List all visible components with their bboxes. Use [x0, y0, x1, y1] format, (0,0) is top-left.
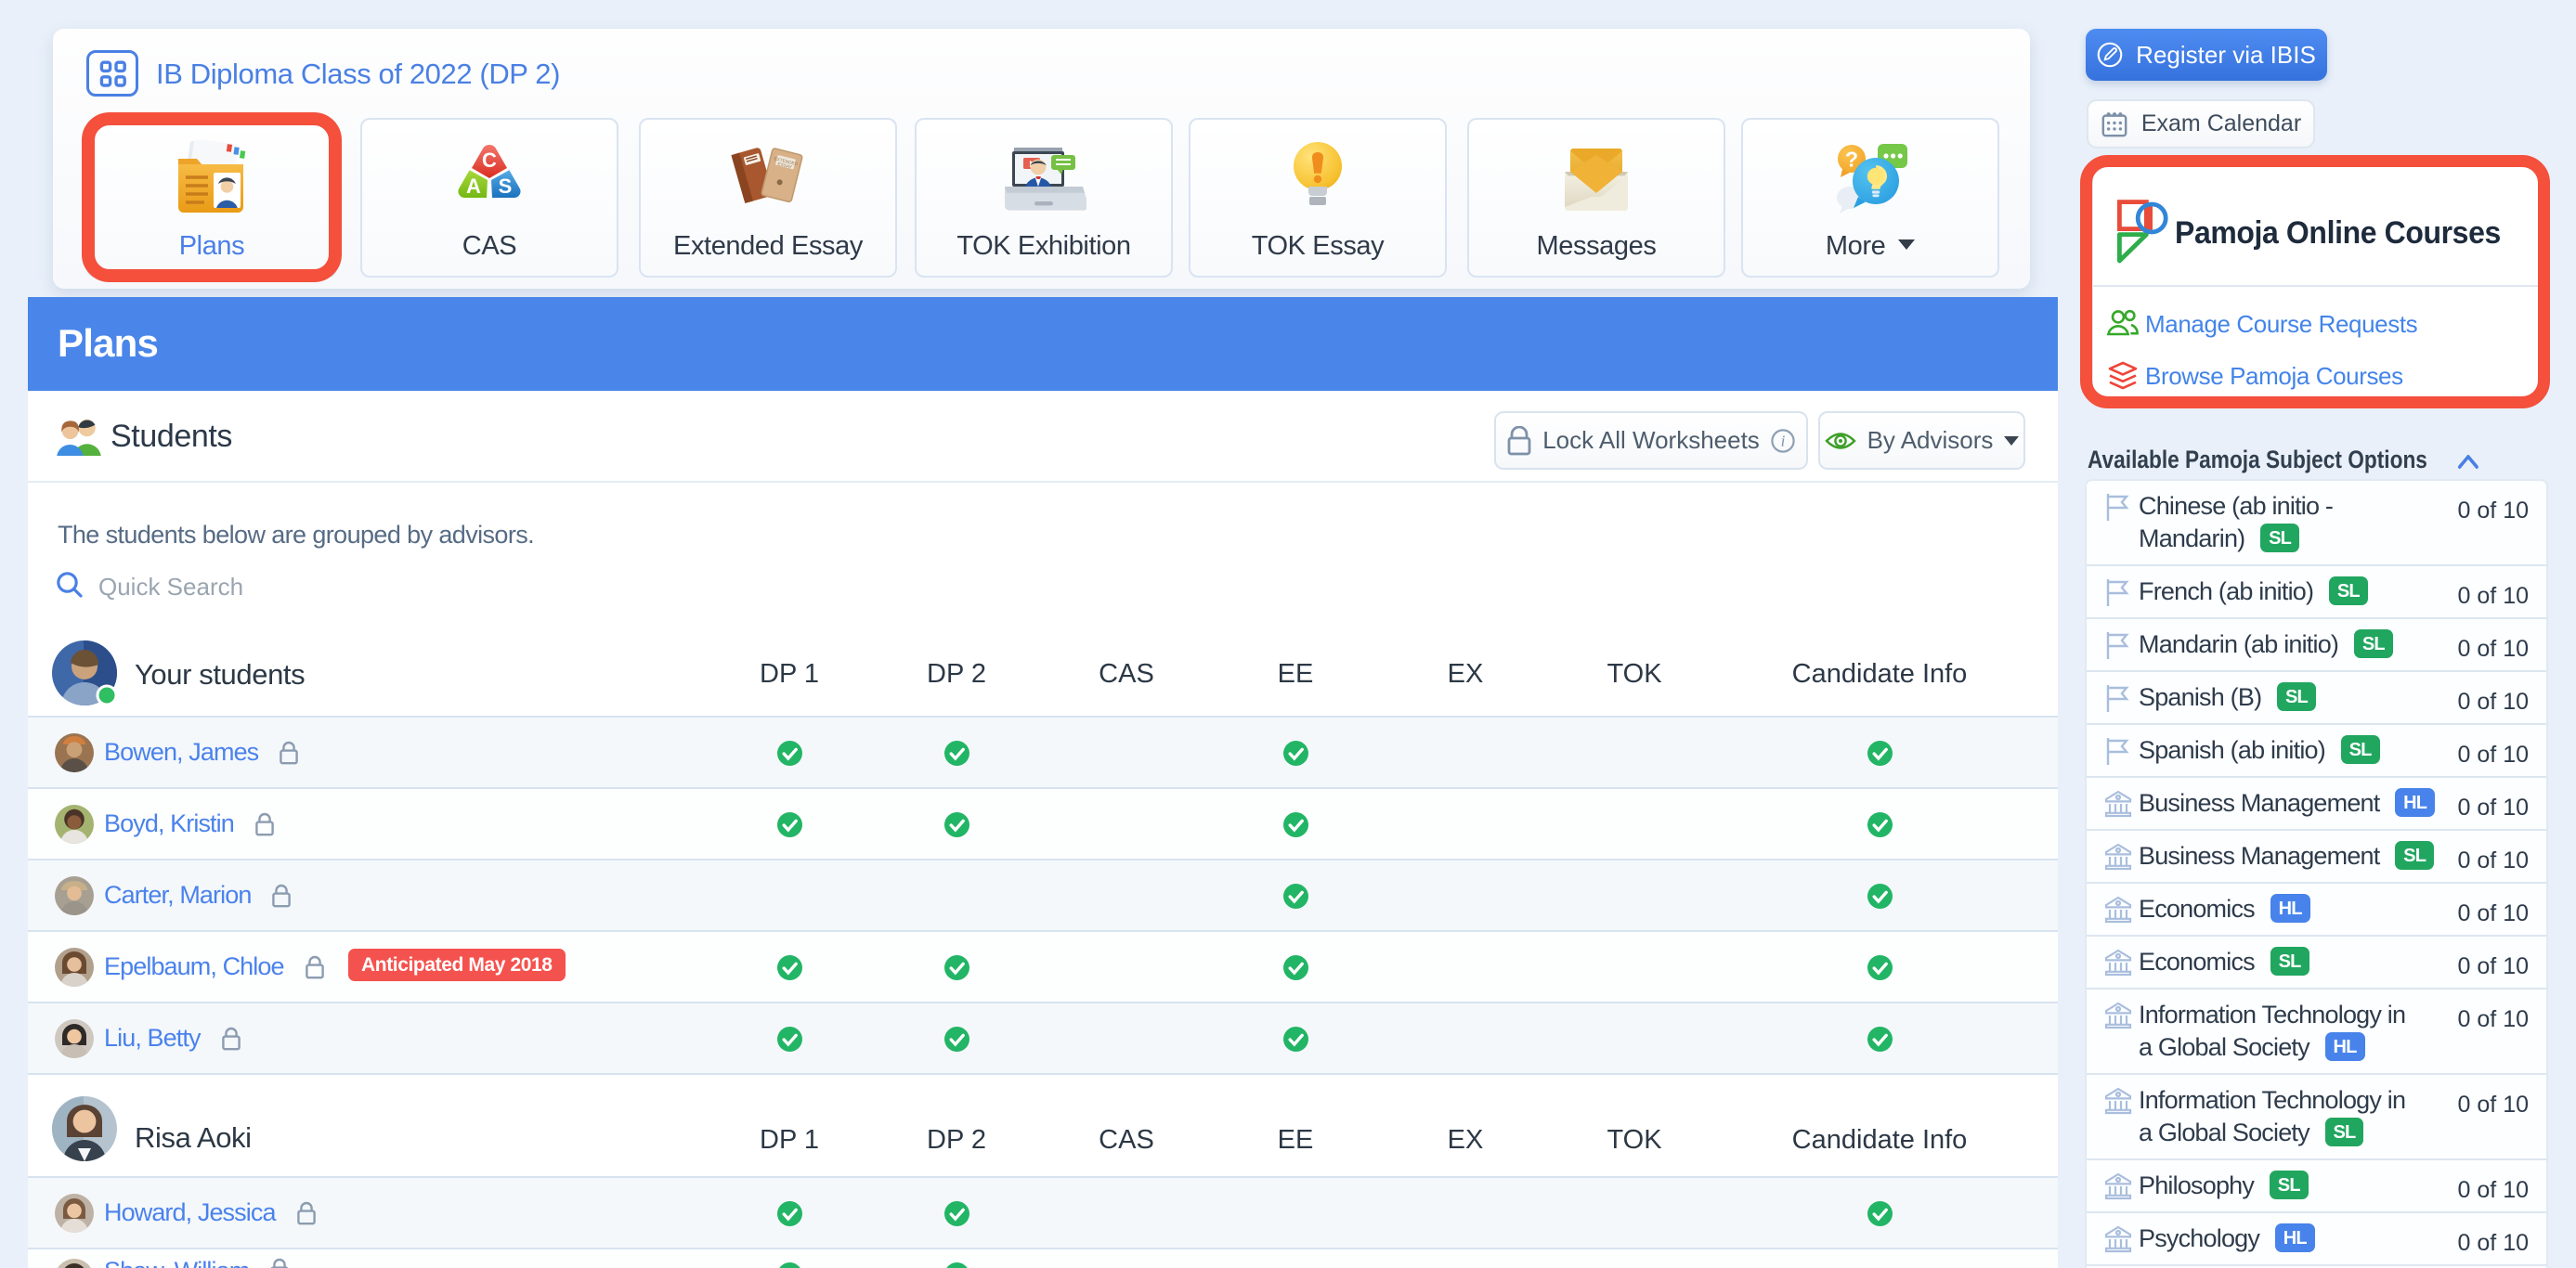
svg-text:A: A [466, 175, 481, 198]
svg-text:i: i [1780, 432, 1785, 449]
svg-text:?: ? [1845, 147, 1858, 171]
svg-text:S: S [499, 175, 513, 198]
svg-text:ESSAY: ESSAY [777, 162, 793, 171]
svg-text:C: C [482, 149, 497, 172]
